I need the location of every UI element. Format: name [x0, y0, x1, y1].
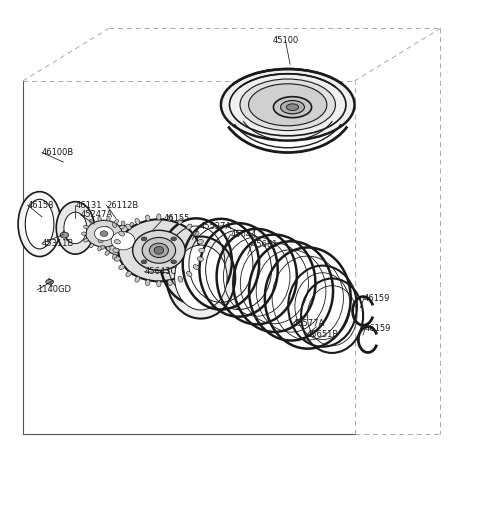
Ellipse shape — [126, 224, 131, 229]
Ellipse shape — [135, 218, 140, 225]
Ellipse shape — [18, 192, 61, 256]
Ellipse shape — [274, 97, 312, 117]
Ellipse shape — [249, 84, 327, 126]
Ellipse shape — [193, 265, 199, 269]
Ellipse shape — [145, 215, 150, 221]
Ellipse shape — [197, 239, 204, 244]
Text: 46159: 46159 — [365, 323, 391, 333]
Ellipse shape — [145, 280, 150, 286]
Text: 45681: 45681 — [252, 239, 278, 249]
Ellipse shape — [46, 280, 53, 284]
Ellipse shape — [141, 260, 147, 264]
Ellipse shape — [115, 244, 119, 248]
Text: 45311B: 45311B — [42, 238, 74, 248]
Ellipse shape — [64, 212, 87, 244]
Ellipse shape — [107, 216, 110, 221]
Ellipse shape — [168, 215, 172, 221]
Text: 46100B: 46100B — [42, 148, 74, 157]
Ellipse shape — [86, 220, 122, 247]
Ellipse shape — [171, 237, 177, 241]
Ellipse shape — [199, 248, 205, 252]
Ellipse shape — [132, 230, 185, 270]
Ellipse shape — [100, 245, 105, 249]
Text: 46131: 46131 — [75, 200, 102, 210]
Ellipse shape — [113, 248, 119, 252]
Text: 45527A: 45527A — [199, 222, 231, 231]
Ellipse shape — [281, 100, 304, 114]
Ellipse shape — [240, 79, 336, 131]
Ellipse shape — [130, 222, 134, 228]
Text: 45247A: 45247A — [80, 210, 112, 219]
Text: 45644: 45644 — [230, 230, 257, 239]
Ellipse shape — [98, 216, 101, 221]
Text: 26112B: 26112B — [107, 200, 139, 210]
Ellipse shape — [141, 245, 146, 249]
Ellipse shape — [167, 236, 235, 319]
Ellipse shape — [115, 219, 119, 224]
Ellipse shape — [111, 232, 135, 250]
Ellipse shape — [143, 239, 148, 243]
Ellipse shape — [154, 247, 164, 254]
Ellipse shape — [149, 243, 168, 258]
Ellipse shape — [114, 239, 120, 244]
Text: 1140GD: 1140GD — [37, 285, 71, 295]
Text: 45100: 45100 — [272, 36, 299, 45]
Ellipse shape — [98, 246, 101, 251]
Ellipse shape — [178, 277, 183, 282]
Ellipse shape — [100, 231, 108, 236]
Ellipse shape — [187, 224, 192, 229]
Ellipse shape — [157, 281, 161, 287]
Text: 46159: 46159 — [364, 294, 390, 303]
Ellipse shape — [112, 222, 117, 228]
Ellipse shape — [25, 199, 54, 249]
Text: 46158: 46158 — [28, 200, 54, 210]
Text: 46155: 46155 — [164, 214, 190, 223]
Ellipse shape — [105, 251, 109, 255]
Ellipse shape — [119, 265, 125, 269]
Ellipse shape — [120, 225, 124, 229]
Ellipse shape — [98, 239, 103, 243]
Ellipse shape — [137, 251, 141, 255]
Text: 45577A: 45577A — [292, 319, 325, 328]
Ellipse shape — [120, 238, 124, 242]
Ellipse shape — [121, 232, 126, 235]
Ellipse shape — [130, 254, 134, 259]
Ellipse shape — [84, 238, 88, 242]
Ellipse shape — [95, 227, 114, 241]
Ellipse shape — [126, 271, 131, 277]
Text: 45643C: 45643C — [144, 267, 177, 277]
Ellipse shape — [89, 244, 94, 248]
Ellipse shape — [60, 232, 69, 238]
Ellipse shape — [171, 260, 177, 264]
Ellipse shape — [175, 245, 227, 310]
Ellipse shape — [84, 225, 88, 229]
Ellipse shape — [197, 257, 204, 261]
Ellipse shape — [178, 218, 183, 225]
Ellipse shape — [137, 227, 141, 231]
Ellipse shape — [286, 104, 299, 111]
Ellipse shape — [82, 232, 86, 235]
Ellipse shape — [187, 271, 192, 277]
Ellipse shape — [121, 221, 125, 226]
Ellipse shape — [107, 246, 110, 251]
Ellipse shape — [100, 232, 105, 236]
Ellipse shape — [112, 254, 117, 259]
Ellipse shape — [168, 280, 172, 286]
Ellipse shape — [121, 255, 125, 261]
Ellipse shape — [118, 219, 199, 281]
Ellipse shape — [103, 226, 143, 256]
Ellipse shape — [142, 237, 176, 263]
Ellipse shape — [56, 202, 95, 254]
Ellipse shape — [157, 214, 161, 220]
Ellipse shape — [193, 231, 199, 236]
Ellipse shape — [141, 237, 147, 241]
Ellipse shape — [89, 219, 94, 224]
Ellipse shape — [114, 257, 120, 261]
Ellipse shape — [119, 231, 125, 236]
Ellipse shape — [221, 69, 355, 141]
Ellipse shape — [105, 227, 109, 231]
Ellipse shape — [135, 277, 140, 282]
Ellipse shape — [141, 232, 146, 236]
Text: 45651B: 45651B — [307, 330, 339, 339]
